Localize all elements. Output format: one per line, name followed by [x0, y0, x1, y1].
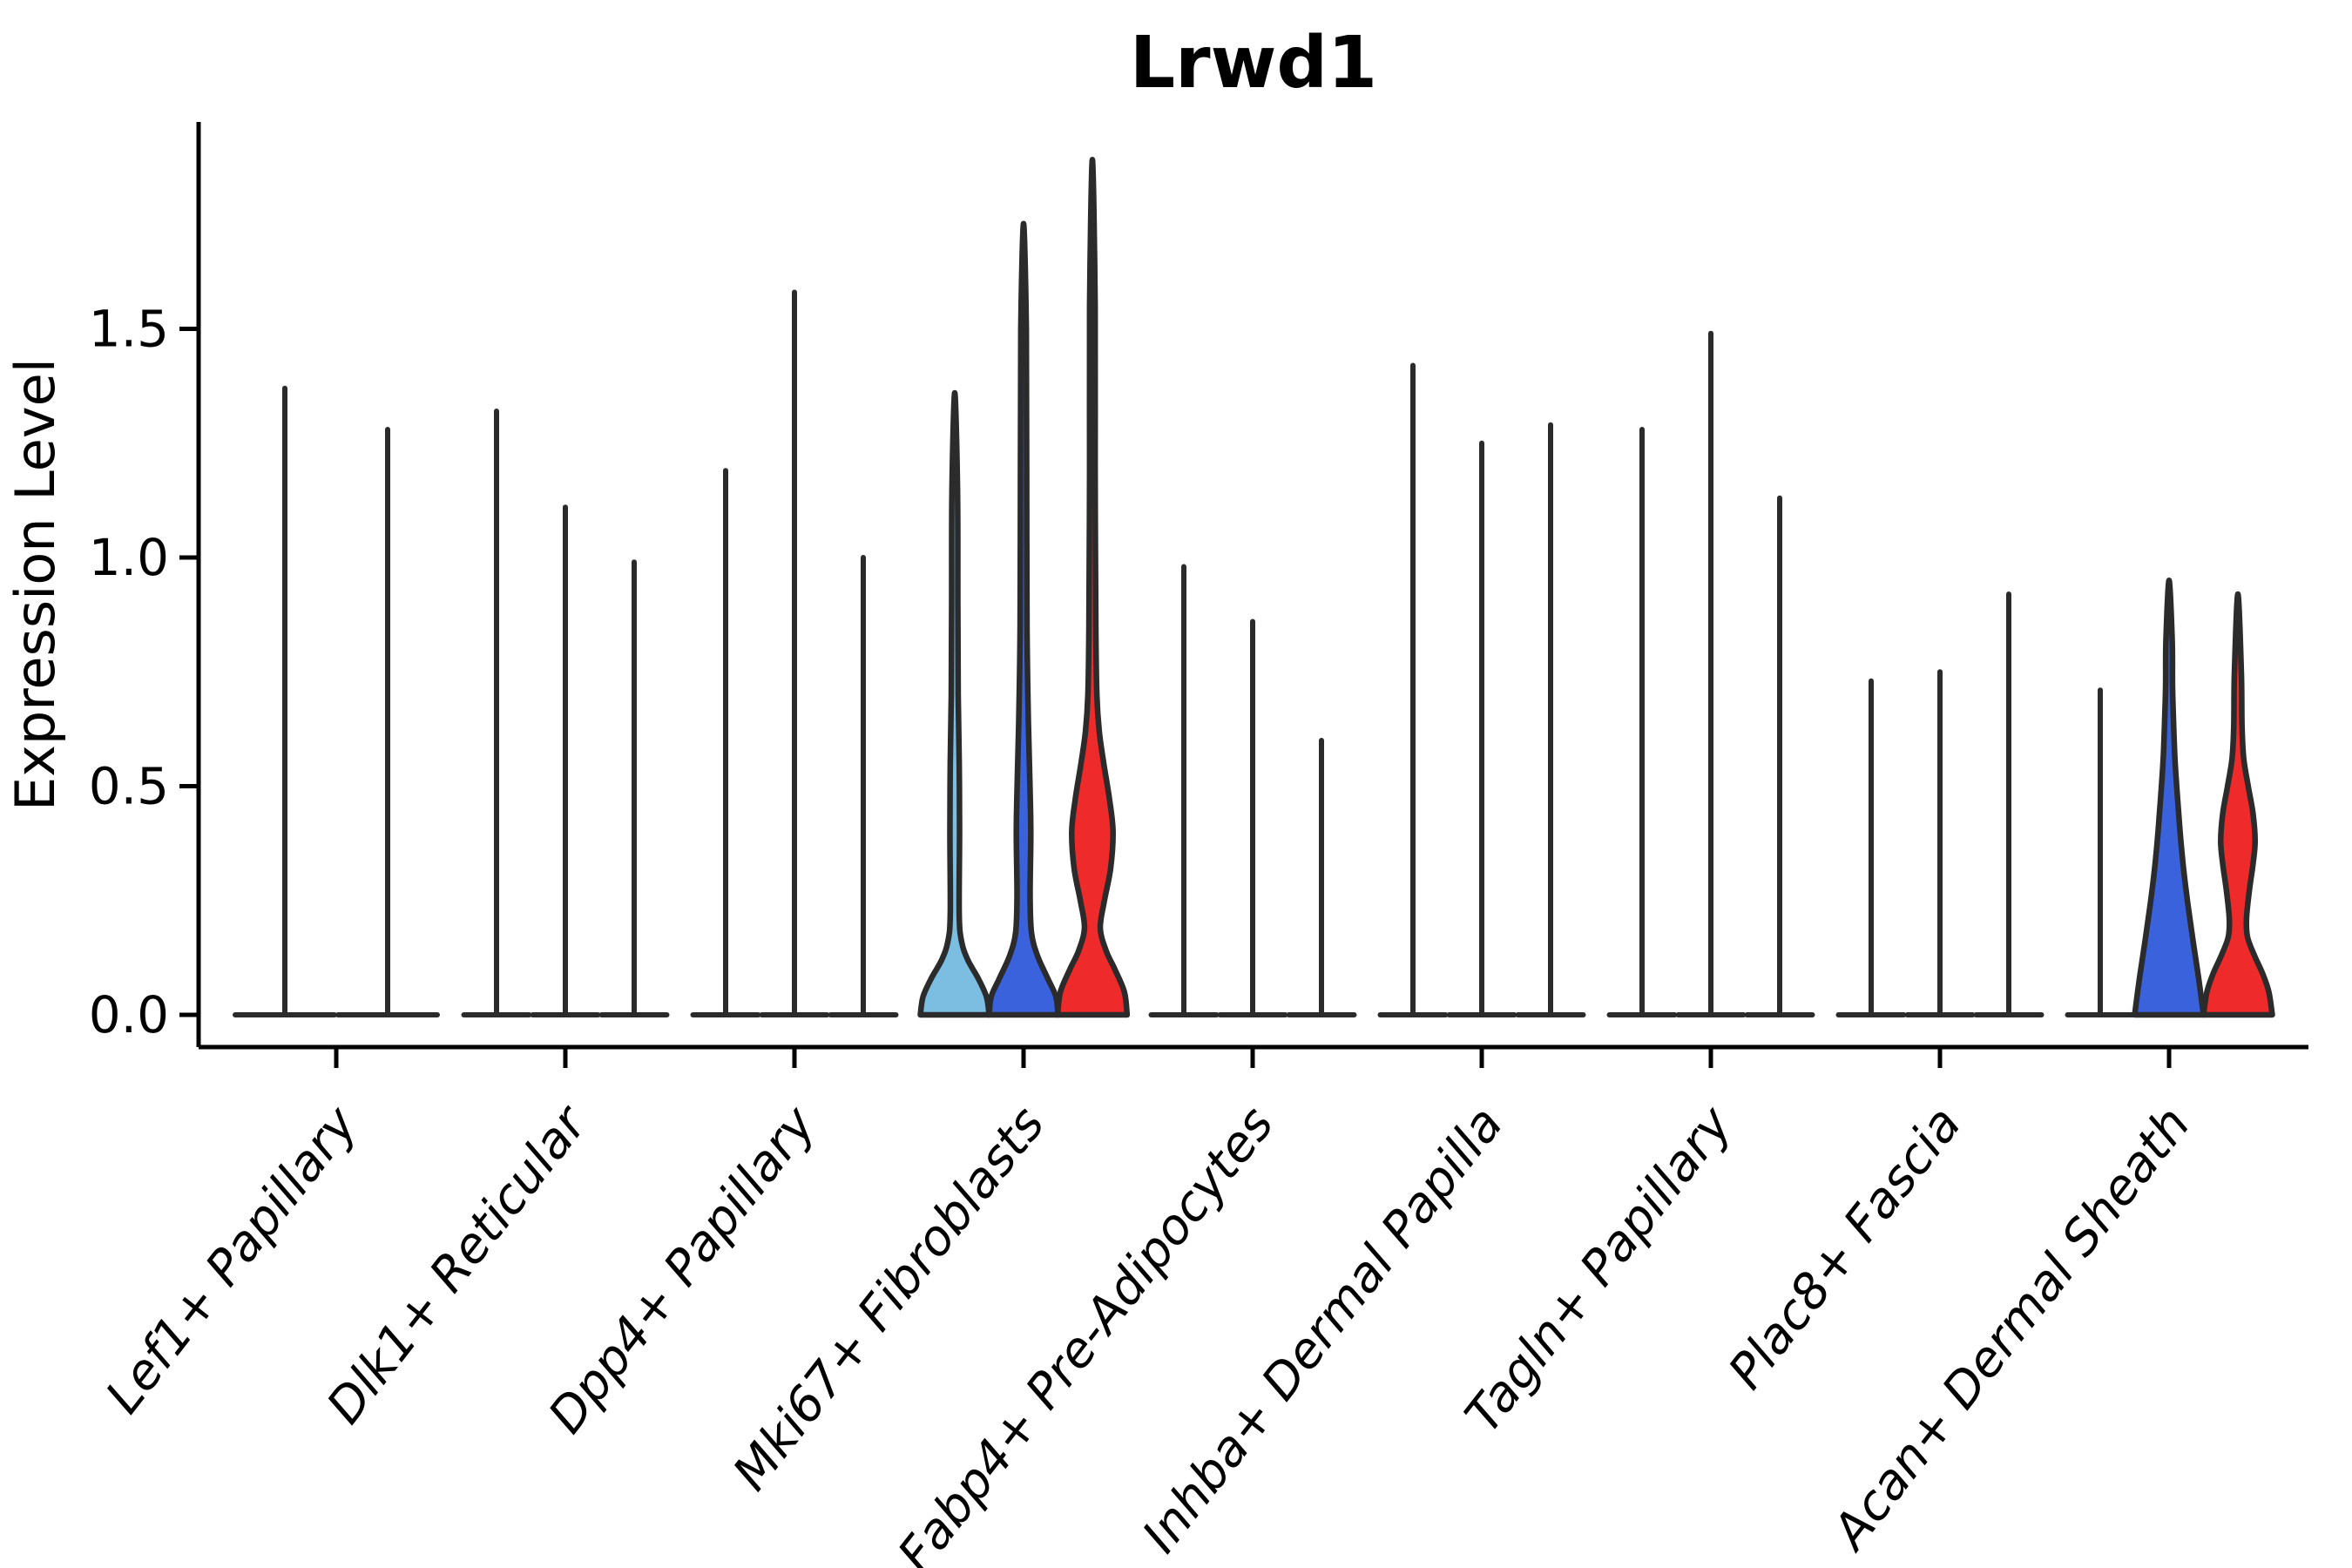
- violin-body-acan-dermal-sheath-blue: [2132, 578, 2207, 1018]
- y-tick-label: 0.5: [89, 757, 169, 816]
- y-axis-label: Expression Level: [3, 358, 67, 811]
- x-tick-label-plac8-fascia: Plac8+ Fascia: [1718, 1097, 1972, 1400]
- violin-body-mki67-fibroblasts-blue: [986, 220, 1061, 1018]
- x-tick-label-dlk1-reticular: Dlk1+ Reticular: [316, 1094, 599, 1434]
- violins-layer: [233, 157, 2275, 1018]
- x-tick-label-lef1-papillary: Lef1+ Papillary: [95, 1096, 368, 1424]
- y-tick-label: 0.0: [89, 985, 169, 1044]
- violin-body-mki67-fibroblasts-light_blue: [917, 389, 992, 1018]
- violin-body-acan-dermal-sheath-red: [2200, 591, 2275, 1018]
- violin-body-mki67-fibroblasts-red: [1054, 157, 1131, 1018]
- y-tick-label: 1.5: [89, 300, 169, 359]
- y-tick-label: 1.0: [89, 528, 169, 587]
- plot-title: Lrwd1: [1130, 22, 1377, 105]
